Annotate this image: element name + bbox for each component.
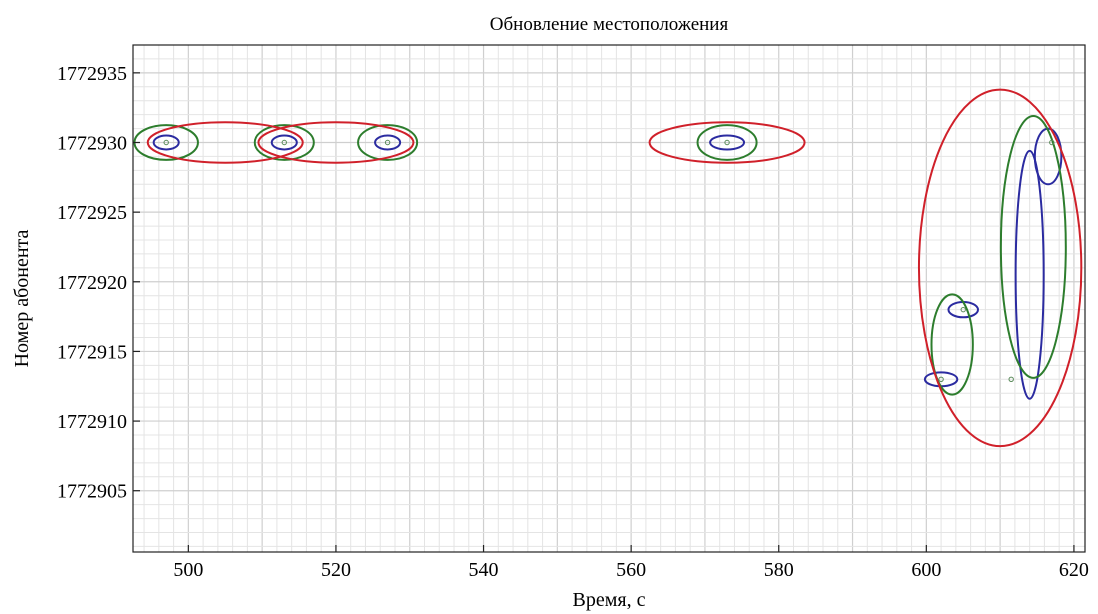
confidence-ellipse xyxy=(917,88,1083,448)
x-tick-label: 540 xyxy=(469,559,499,581)
y-tick-label: 1772905 xyxy=(57,481,127,503)
confidence-ellipse xyxy=(1014,149,1045,400)
data-point xyxy=(724,139,730,146)
plot-area xyxy=(132,44,1086,553)
confidence-ellipse xyxy=(253,124,315,161)
confidence-ellipse xyxy=(357,124,419,161)
x-tick-label: 560 xyxy=(616,559,646,581)
x-tick-label: 500 xyxy=(173,559,203,581)
data-point xyxy=(163,139,169,146)
x-tick-label: 620 xyxy=(1059,559,1089,581)
data-marks xyxy=(133,88,1083,448)
y-tick-label: 1772910 xyxy=(57,411,127,433)
y-axis-ticks: 1772905 1772910 1772915 1772920 1772925 17729… xyxy=(57,63,140,503)
y-tick-label: 1772930 xyxy=(57,133,127,155)
data-point xyxy=(281,139,287,146)
y-tick-label: 1772915 xyxy=(57,341,127,363)
x-tick-label: 600 xyxy=(911,559,941,581)
confidence-ellipse xyxy=(257,121,415,164)
confidence-ellipse xyxy=(696,124,758,161)
data-point xyxy=(938,376,944,382)
y-tick-label: 1772920 xyxy=(57,272,127,294)
confidence-ellipse xyxy=(270,134,298,151)
plot-background xyxy=(133,45,1085,552)
data-point xyxy=(384,139,391,146)
confidence-ellipse xyxy=(930,293,974,396)
confidence-ellipse xyxy=(146,121,304,164)
y-tick-label: 1772935 xyxy=(57,63,127,85)
x-tick-label: 520 xyxy=(321,559,351,581)
data-point xyxy=(960,306,966,313)
confidence-ellipse xyxy=(999,115,1067,379)
x-axis-ticks: 500 520 540 560 580 600 620 xyxy=(173,545,1089,581)
data-point xyxy=(1049,139,1055,146)
confidence-ellipse xyxy=(374,134,402,151)
data-point xyxy=(1008,376,1014,382)
confidence-ellipse xyxy=(648,121,806,164)
x-tick-label: 580 xyxy=(764,559,794,581)
confidence-ellipse xyxy=(709,134,746,151)
y-axis-title: Номер абонента xyxy=(11,229,33,367)
grid xyxy=(133,44,1085,552)
confidence-ellipse xyxy=(152,134,180,151)
x-axis-title: Время, с xyxy=(573,589,646,611)
chart-title: Обновление местоположения xyxy=(490,14,729,35)
y-tick-label: 1772925 xyxy=(57,202,127,224)
